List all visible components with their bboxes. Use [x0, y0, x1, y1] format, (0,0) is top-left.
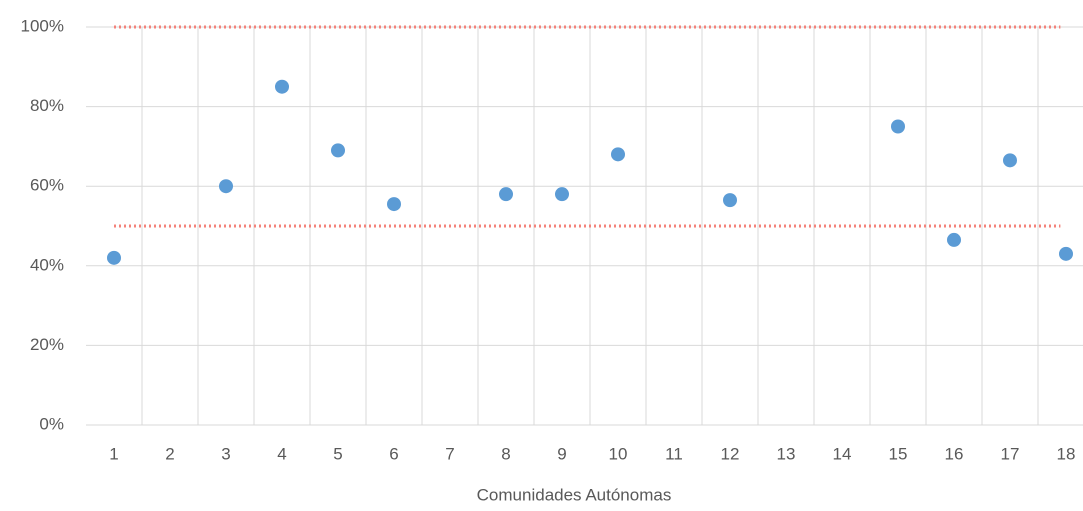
- y-tick-label: 0%: [39, 414, 64, 433]
- data-point: [611, 147, 625, 162]
- y-tick-label: 100%: [21, 16, 64, 35]
- data-point: [107, 250, 121, 265]
- x-tick-label: 11: [665, 444, 683, 463]
- data-point: [387, 197, 401, 212]
- data-point: [331, 143, 345, 158]
- data-point: [275, 79, 289, 94]
- x-tick-label: 3: [221, 444, 230, 463]
- y-tick-label: 40%: [30, 255, 64, 274]
- x-tick-label: 14: [833, 444, 852, 463]
- x-tick-label: 18: [1057, 444, 1076, 463]
- x-tick-label: 7: [445, 444, 454, 463]
- x-tick-label: 5: [333, 444, 342, 463]
- x-tick-label: 12: [721, 444, 740, 463]
- data-point: [891, 119, 905, 134]
- x-tick-label: 15: [889, 444, 908, 463]
- data-point: [947, 232, 961, 247]
- data-point: [499, 187, 513, 202]
- x-tick-label: 4: [277, 444, 286, 463]
- y-tick-label: 80%: [30, 96, 64, 115]
- y-tick-label: 60%: [30, 176, 64, 195]
- y-tick-label: 20%: [30, 335, 64, 354]
- data-point: [723, 193, 737, 208]
- x-tick-label: 17: [1001, 444, 1020, 463]
- data-point: [1003, 153, 1017, 168]
- x-tick-label: 13: [777, 444, 796, 463]
- x-tick-label: 2: [165, 444, 174, 463]
- x-tick-label: 10: [609, 444, 628, 463]
- x-tick-label: 6: [389, 444, 398, 463]
- x-tick-label: 1: [109, 444, 118, 463]
- x-axis-label: Comunidades Autónomas: [477, 485, 672, 504]
- x-tick-label: 8: [501, 444, 510, 463]
- data-point: [1059, 246, 1073, 261]
- data-point: [555, 187, 569, 202]
- x-tick-label: 16: [945, 444, 964, 463]
- x-tick-label: 9: [557, 444, 566, 463]
- data-point: [219, 179, 233, 194]
